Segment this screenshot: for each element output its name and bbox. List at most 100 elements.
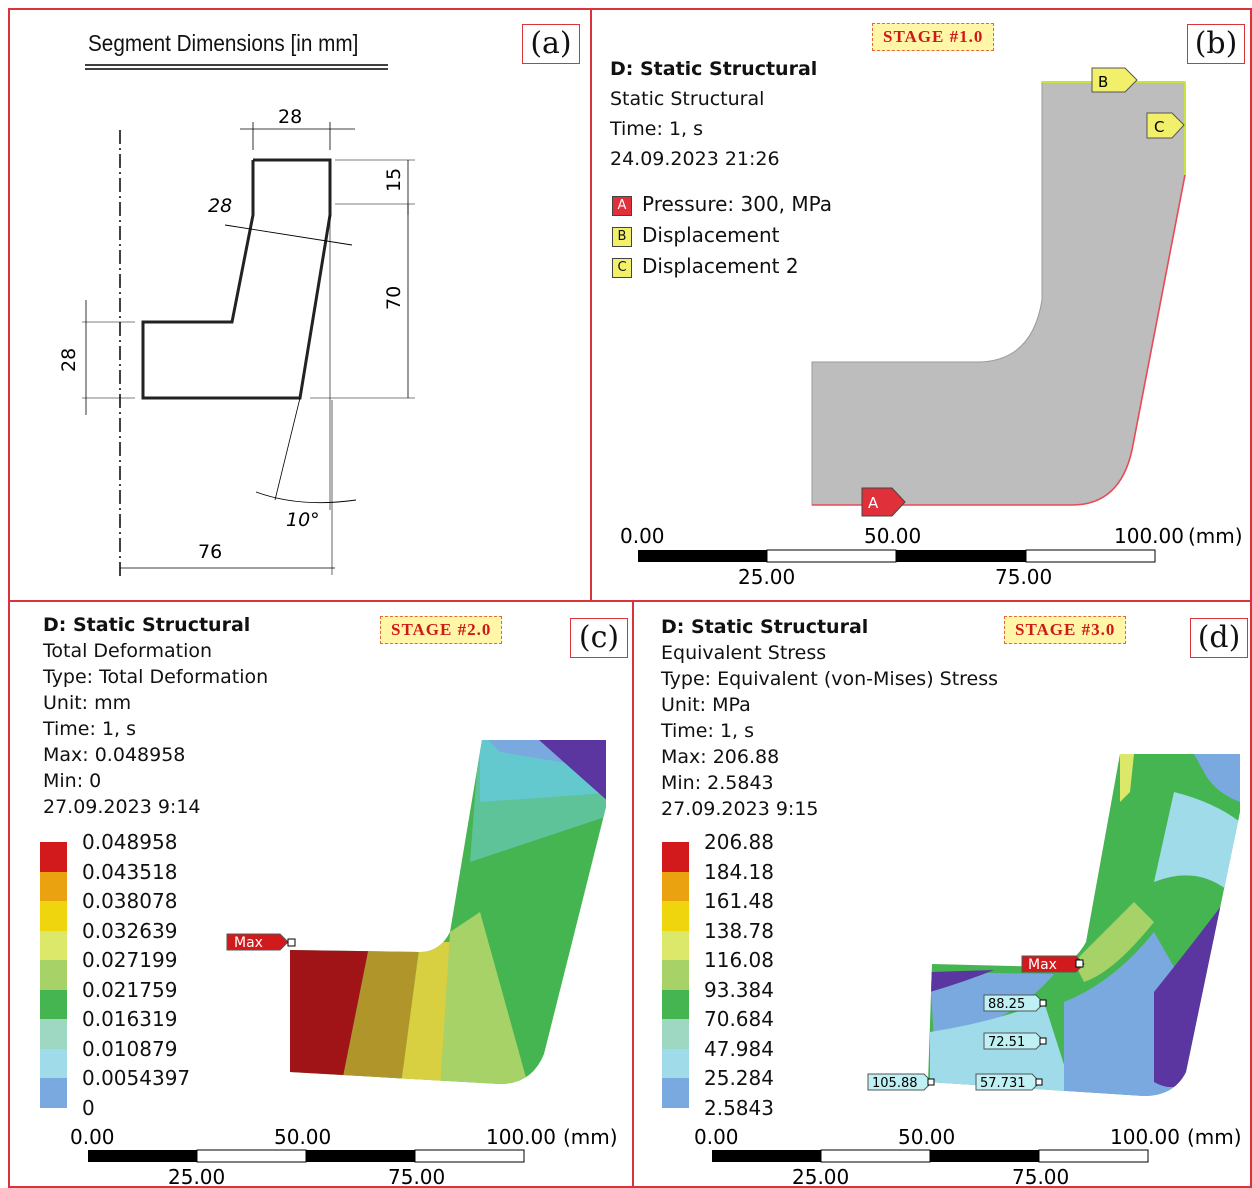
stage-badge-c: STAGE #2.0 (380, 616, 503, 644)
scale-c-0: 0.00 (70, 1125, 115, 1149)
deformation-legend-label: 0.027199 (82, 948, 178, 972)
scale-c-50: 50.00 (274, 1125, 331, 1149)
svg-text:A: A (868, 494, 879, 512)
dim-base-width: 76 (198, 541, 222, 563)
scale-b-25: 25.00 (738, 565, 795, 589)
dim-top-height: 15 (383, 168, 405, 192)
deformation-legend-label: 0.016319 (82, 1007, 178, 1031)
scale-c-100: 100.00 (486, 1125, 556, 1149)
stress-legend-swatch (662, 842, 689, 872)
panel-a-title: Segment Dimensions [in mm] (88, 30, 359, 56)
deformation-legend-swatch (40, 960, 67, 990)
stage-badge-b: STAGE #1.0 (872, 23, 995, 51)
stress-legend-label: 47.984 (704, 1036, 774, 1061)
legend-item-c: C Displacement 2 (612, 254, 799, 278)
max-callout-c (226, 933, 289, 951)
scale-c-25: 25.00 (168, 1165, 225, 1188)
svg-text:57.731: 57.731 (980, 1076, 1026, 1091)
svg-text:72.51: 72.51 (988, 1035, 1025, 1050)
stress-legend-swatch (662, 989, 689, 1019)
probe-88 (983, 994, 1045, 1012)
deformation-legend-label: 0.038078 (82, 889, 178, 913)
info-block-b: D: Static Structural Static Structural T… (610, 58, 818, 170)
panel-d: STAGE #3.0 (d) D: Static Structural Equi… (632, 600, 1252, 1188)
deformation-legend-label: 0.032639 (82, 918, 178, 943)
stress-legend-swatch (662, 901, 689, 931)
dim-left-height: 28 (58, 348, 80, 372)
svg-text:B: B (1098, 73, 1108, 91)
deformation-legend-label: 0.043518 (82, 859, 178, 884)
marker-a (861, 487, 906, 517)
deformation-contour: Max 0.00 50.00 100.00 (mm) 25.00 75.00 (70, 740, 618, 1188)
stress-legend-label: 184.18 (704, 859, 774, 884)
stress-legend-swatch (662, 930, 689, 960)
panel-b: STAGE #1.0 (b) D: Static Structural Stat… (590, 8, 1252, 602)
deformation-legend-label: 0.048958 (82, 830, 178, 854)
stress-legend-label: 138.78 (704, 918, 774, 943)
deformation-legend-swatch (40, 842, 67, 872)
svg-text:Max: Max (234, 935, 263, 951)
stress-legend-label: 25.284 (704, 1066, 774, 1090)
segment-drawing: 28 28 15 70 28 10° 76 (58, 64, 415, 580)
scale-d-unit: (mm) (1187, 1125, 1242, 1149)
scale-c-unit: (mm) (563, 1125, 618, 1149)
scale-b-75: 75.00 (995, 565, 1052, 589)
dim-top-width: 28 (278, 106, 302, 128)
dim-angle: 10° (286, 509, 320, 531)
probe-57 (975, 1073, 1041, 1091)
deformation-legend-swatch (40, 901, 67, 931)
scale-d-0: 0.00 (694, 1125, 739, 1149)
geometry-model-b: B C A 0.00 50.00 100.00 (mm) 25.00 75.00 (620, 67, 1243, 589)
stress-legend-swatch (662, 1048, 689, 1078)
panel-label-d: (d) (1190, 618, 1248, 658)
stress-legend-swatch (662, 871, 689, 901)
scale-b-100: 100.00 (1114, 524, 1184, 548)
svg-text:88.25: 88.25 (988, 997, 1025, 1012)
info-block-c: D: Static Structural Total Deformation T… (43, 614, 269, 818)
stress-contour: Max 88.25 72.51 105.88 57.731 0.00 50.00… (694, 754, 1242, 1188)
segment-outline (141, 158, 332, 400)
legend-item-a: A Pressure: 300, MPa (612, 192, 832, 216)
panel-label-a: (a) (522, 24, 580, 64)
scale-d-75: 75.00 (1012, 1165, 1069, 1188)
scale-c-75: 75.00 (388, 1165, 445, 1188)
deformation-legend-label: 0 (82, 1095, 95, 1120)
stress-legend-label: 93.384 (704, 977, 774, 1002)
probe-72 (983, 1032, 1045, 1050)
dim-slant-height: 70 (383, 286, 405, 310)
deformation-legend-label: 0.010879 (82, 1036, 178, 1061)
scale-d-25: 25.00 (792, 1165, 849, 1188)
probe-105 (867, 1073, 933, 1091)
panel-label-c: (c) (570, 618, 628, 658)
stress-legend-label: 116.08 (704, 948, 774, 972)
stress-legend-label: 161.48 (704, 889, 774, 913)
scale-b-50: 50.00 (864, 524, 921, 548)
marker-c (1146, 112, 1185, 139)
dim-slant-width: 28 (208, 195, 232, 217)
deformation-legend-swatch (40, 1078, 67, 1108)
scale-d-100: 100.00 (1110, 1125, 1180, 1149)
svg-text:C: C (1154, 118, 1164, 136)
stage-badge-d: STAGE #3.0 (1004, 616, 1127, 644)
marker-b (1091, 67, 1138, 93)
svg-text:Max: Max (1028, 957, 1057, 973)
stress-legend-label: 206.88 (704, 830, 774, 854)
scale-b-unit: (mm) (1188, 524, 1243, 548)
panel-a: (a) Segment Dimensions [in mm] 28 28 1 (8, 8, 592, 602)
stress-legend-swatch (662, 1078, 689, 1108)
deformation-legend-swatch (40, 1048, 67, 1078)
deformation-legend-swatch (40, 871, 67, 901)
deformation-legend-swatch (40, 989, 67, 1019)
max-callout-d (1021, 955, 1085, 973)
deformation-legend-swatch (40, 1019, 67, 1049)
scale-d-50: 50.00 (898, 1125, 955, 1149)
stress-legend-label: 2.5843 (704, 1095, 774, 1120)
scale-b-0: 0.00 (620, 524, 665, 548)
stress-legend-label: 70.684 (704, 1007, 774, 1031)
legend-item-b: B Displacement (612, 223, 780, 247)
deformation-legend-swatch (40, 930, 67, 960)
panel-c: STAGE #2.0 (c) D: Static Structural Tota… (8, 600, 634, 1188)
deformation-legend-label: 0.0054397 (82, 1066, 191, 1090)
svg-text:105.88: 105.88 (872, 1076, 918, 1091)
panel-label-b: (b) (1187, 24, 1245, 64)
